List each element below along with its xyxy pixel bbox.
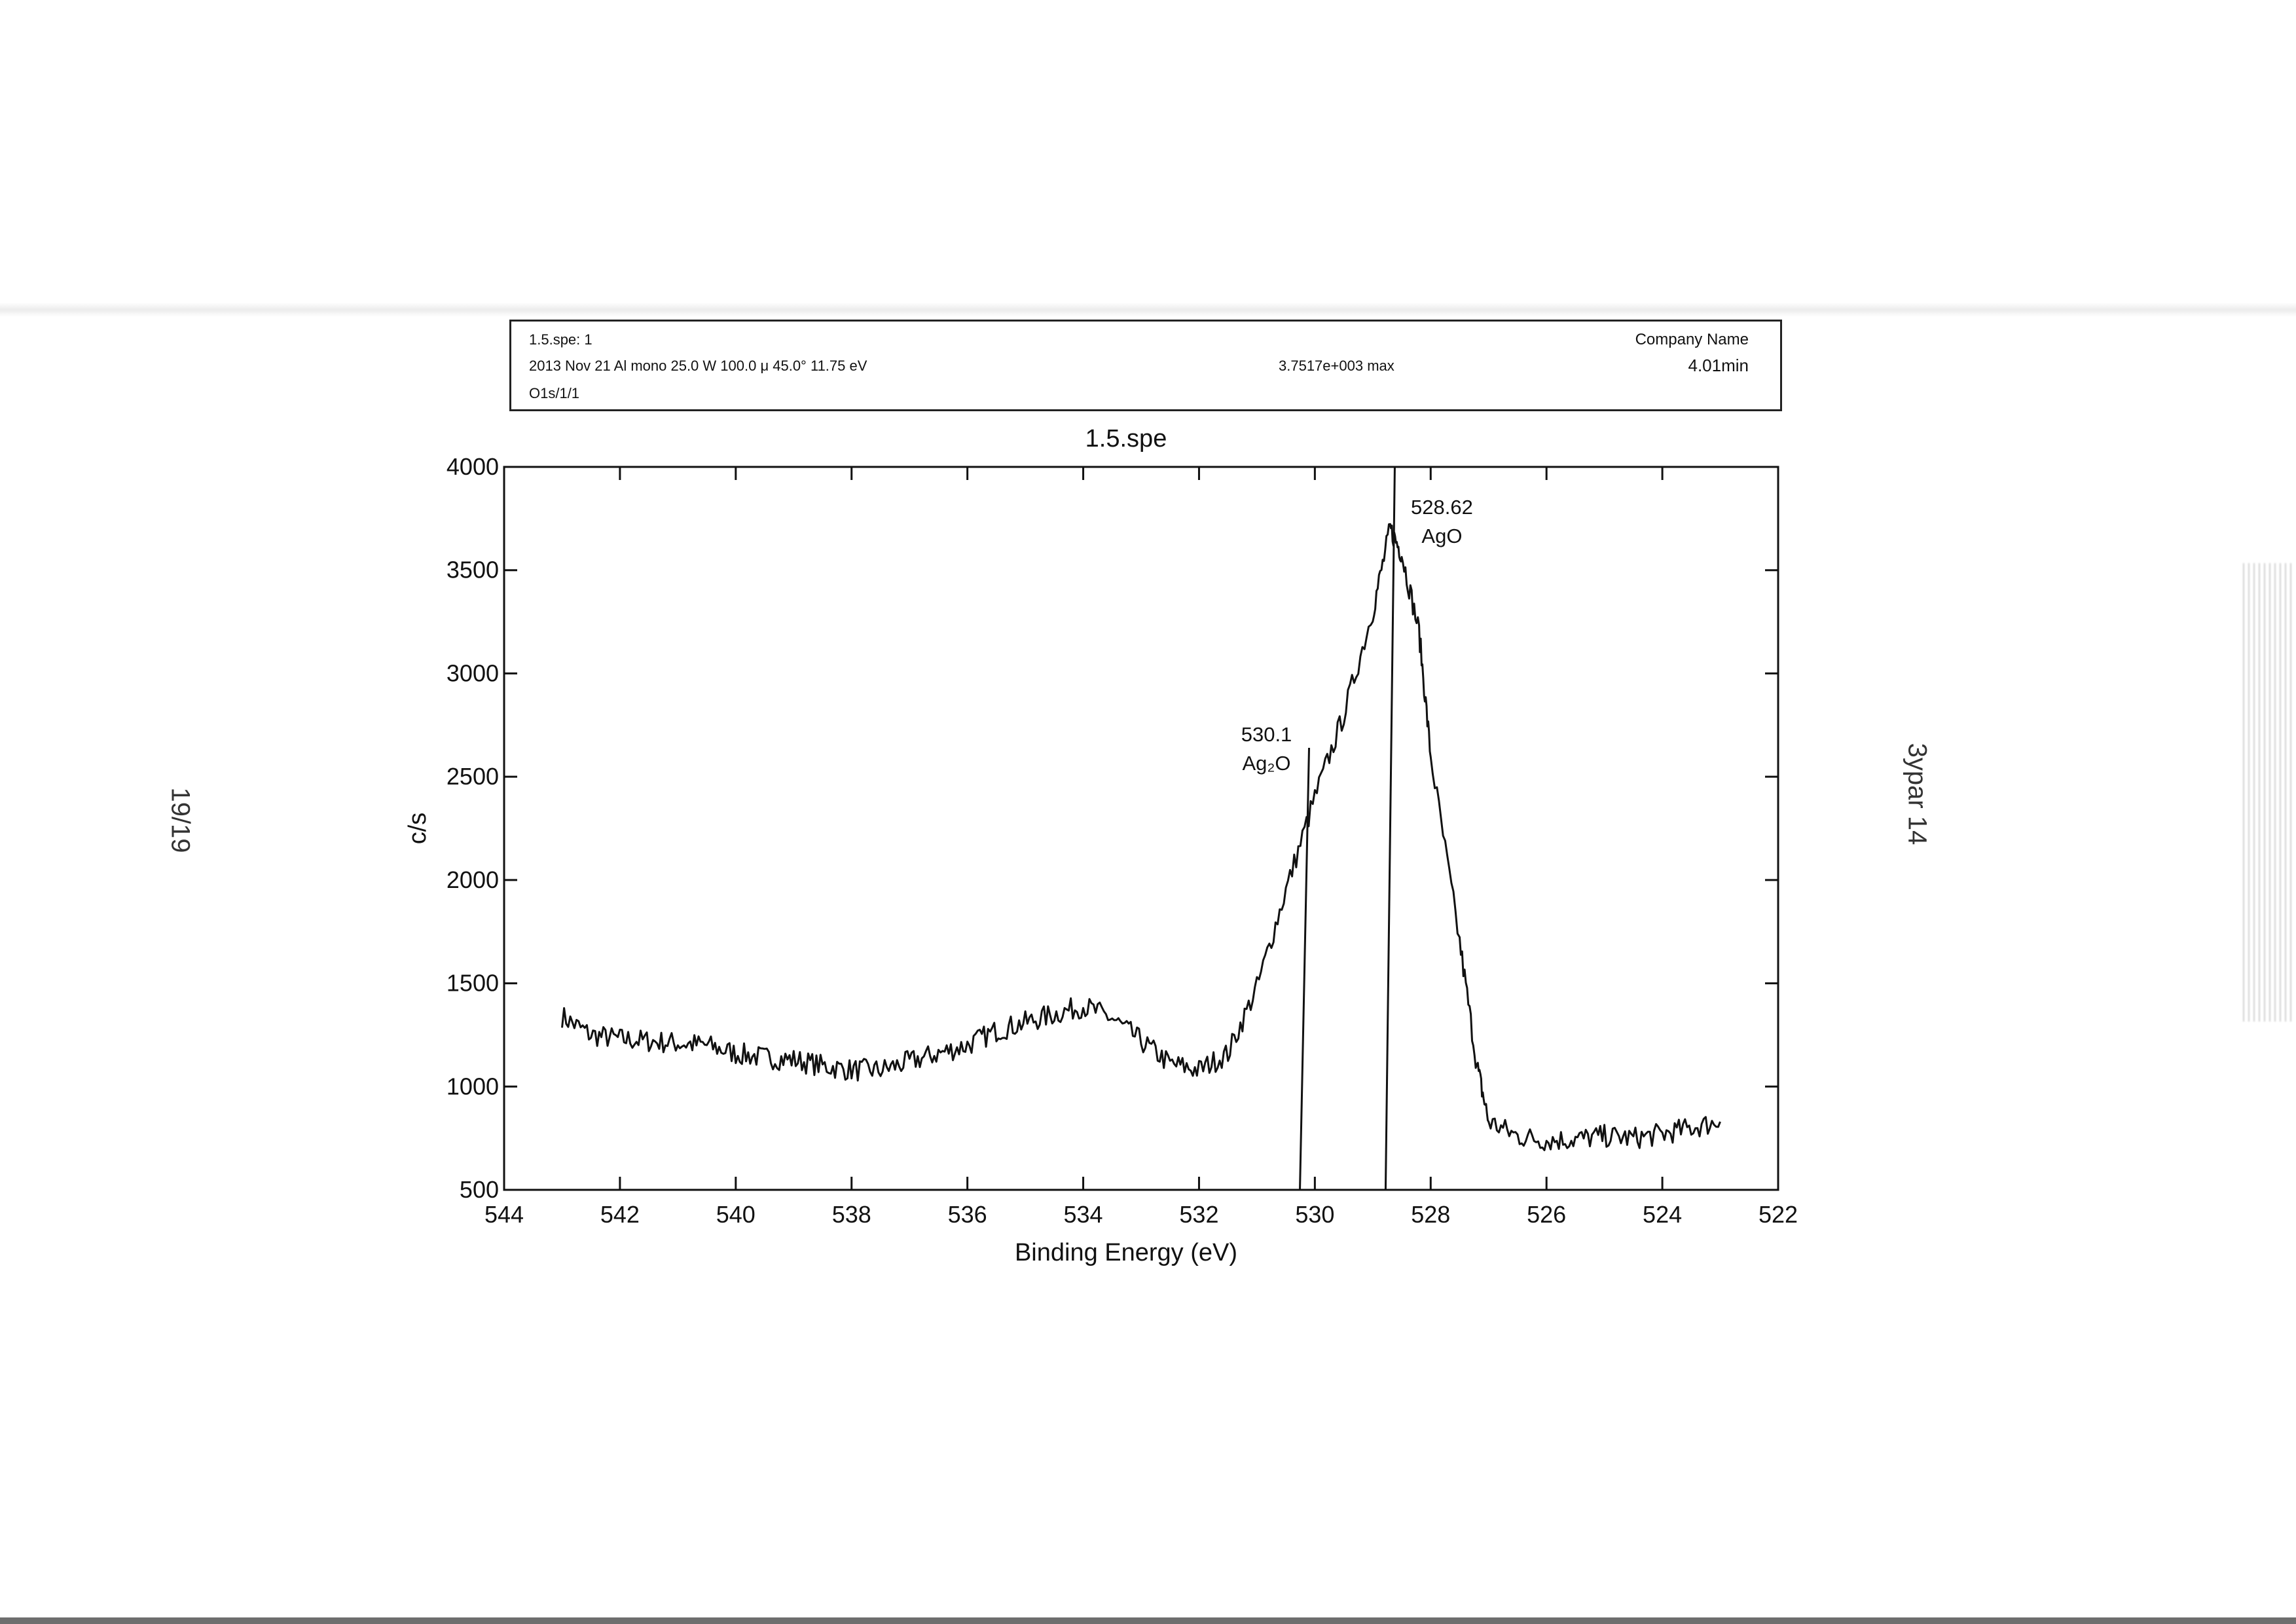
x-tick-label: 522 [1758, 1201, 1798, 1228]
x-tick-label: 524 [1643, 1201, 1682, 1228]
peak-marker-line [1384, 466, 1396, 1190]
x-tick-label: 544 [484, 1201, 524, 1228]
y-tick-label: 1000 [446, 1073, 499, 1099]
y-axis-title: c/s [404, 813, 431, 845]
y-tick-label: 3500 [446, 557, 499, 583]
spectrum-line [561, 523, 1721, 1151]
y-tick-label: 3000 [446, 659, 499, 686]
y-tick-label: 500 [460, 1176, 499, 1203]
x-axis-title: Binding Energy (eV) [1015, 1239, 1237, 1266]
peak-label-value: 530.1 [1241, 723, 1292, 746]
y-tick-label: 1500 [446, 970, 499, 997]
scan-band [0, 303, 2296, 317]
y-tick-label: 4000 [446, 453, 499, 480]
peak-label-value: 528.62 [1411, 496, 1473, 519]
x-tick-label: 542 [600, 1201, 640, 1228]
x-tick-label: 532 [1179, 1201, 1218, 1228]
x-tick-label: 540 [716, 1201, 756, 1228]
scan-edge [0, 1617, 2296, 1624]
peak-label-species: AgO [1421, 525, 1462, 547]
y-tick-label: 2000 [446, 866, 499, 893]
peak-label-species: Ag₂O [1242, 752, 1290, 775]
scan-smudge [2239, 563, 2291, 1022]
spectrum-header-box: 1.5.spe: 1 2013 Nov 21 Al mono 25.0 W 10… [509, 320, 1782, 411]
x-tick-label: 530 [1295, 1201, 1334, 1228]
x-tick-label: 536 [948, 1201, 987, 1228]
header-max-counts: 3.7517e+003 max [1279, 358, 1394, 374]
header-acq-time: 4.01min [1688, 356, 1749, 375]
header-file-line: 1.5.spe: 1 [529, 331, 592, 348]
x-tick-label: 538 [832, 1201, 871, 1228]
chart-title: 1.5.spe [1085, 425, 1167, 452]
x-tick-label: 528 [1411, 1201, 1450, 1228]
peak-marker-line [1299, 747, 1311, 1190]
x-tick-label: 534 [1064, 1201, 1103, 1228]
plot-area: 544 542 540 538 536 534 532 530 528 526 524 522 500 1… [446, 453, 1798, 1228]
header-region: O1s/1/1 [529, 385, 580, 401]
plot-frame [503, 466, 1779, 1191]
header-params-line: 2013 Nov 21 Al mono 25.0 W 100.0 μ 45.0°… [529, 358, 867, 374]
header-company: Company Name [1635, 331, 1749, 348]
x-tick-label: 526 [1527, 1201, 1566, 1228]
y-tick-label: 2500 [446, 763, 499, 790]
